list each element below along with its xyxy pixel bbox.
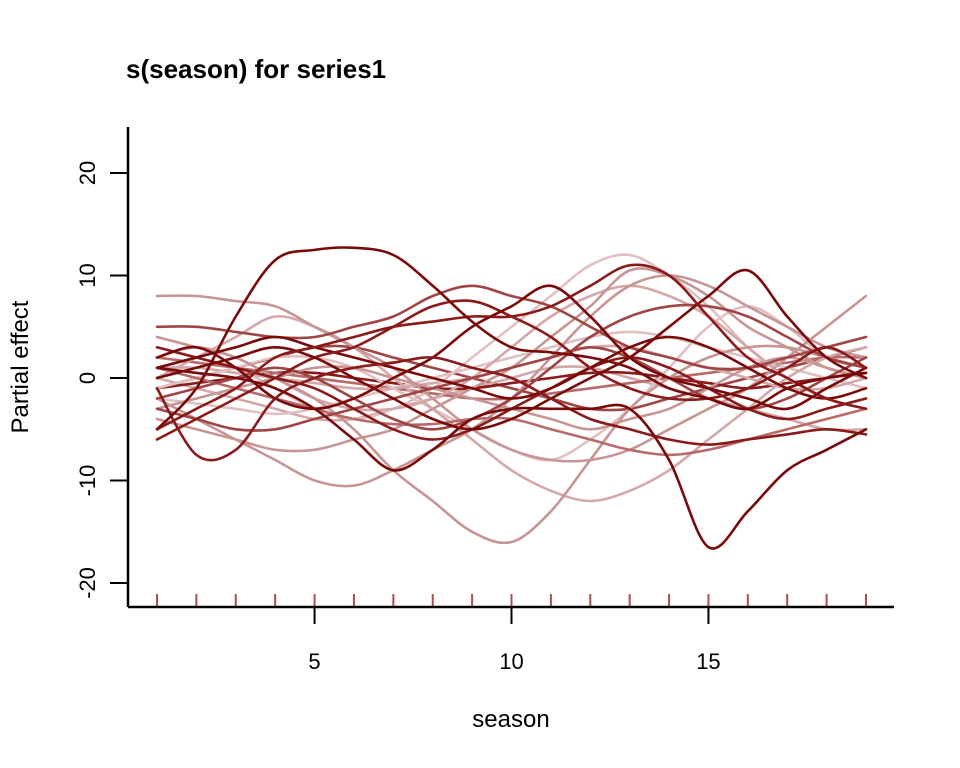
x-tick-label: 10 — [499, 649, 523, 674]
y-tick-label: 0 — [75, 372, 100, 384]
series-line — [155, 335, 868, 400]
series-line — [155, 366, 868, 550]
chart-title: s(season) for series1 — [126, 54, 386, 84]
series-line — [155, 246, 868, 431]
series-lines — [155, 246, 868, 550]
y-tick-label: 10 — [75, 263, 100, 287]
y-tick-label: 20 — [75, 161, 100, 185]
x-axis-ticks: 5 10 15 — [308, 607, 721, 674]
rug-marks — [156, 594, 867, 606]
y-axis-label: Partial effect — [7, 300, 34, 433]
x-tick-label: 15 — [696, 649, 720, 674]
y-tick-label: -10 — [75, 465, 100, 497]
x-axis-label: season — [472, 706, 549, 733]
series-line — [155, 268, 868, 431]
series-line — [155, 263, 868, 431]
x-tick-label: 5 — [308, 649, 320, 674]
series-line — [155, 356, 868, 462]
y-axis-ticks: 20 10 0 -10 -20 — [75, 161, 128, 599]
y-tick-label: -20 — [75, 567, 100, 599]
